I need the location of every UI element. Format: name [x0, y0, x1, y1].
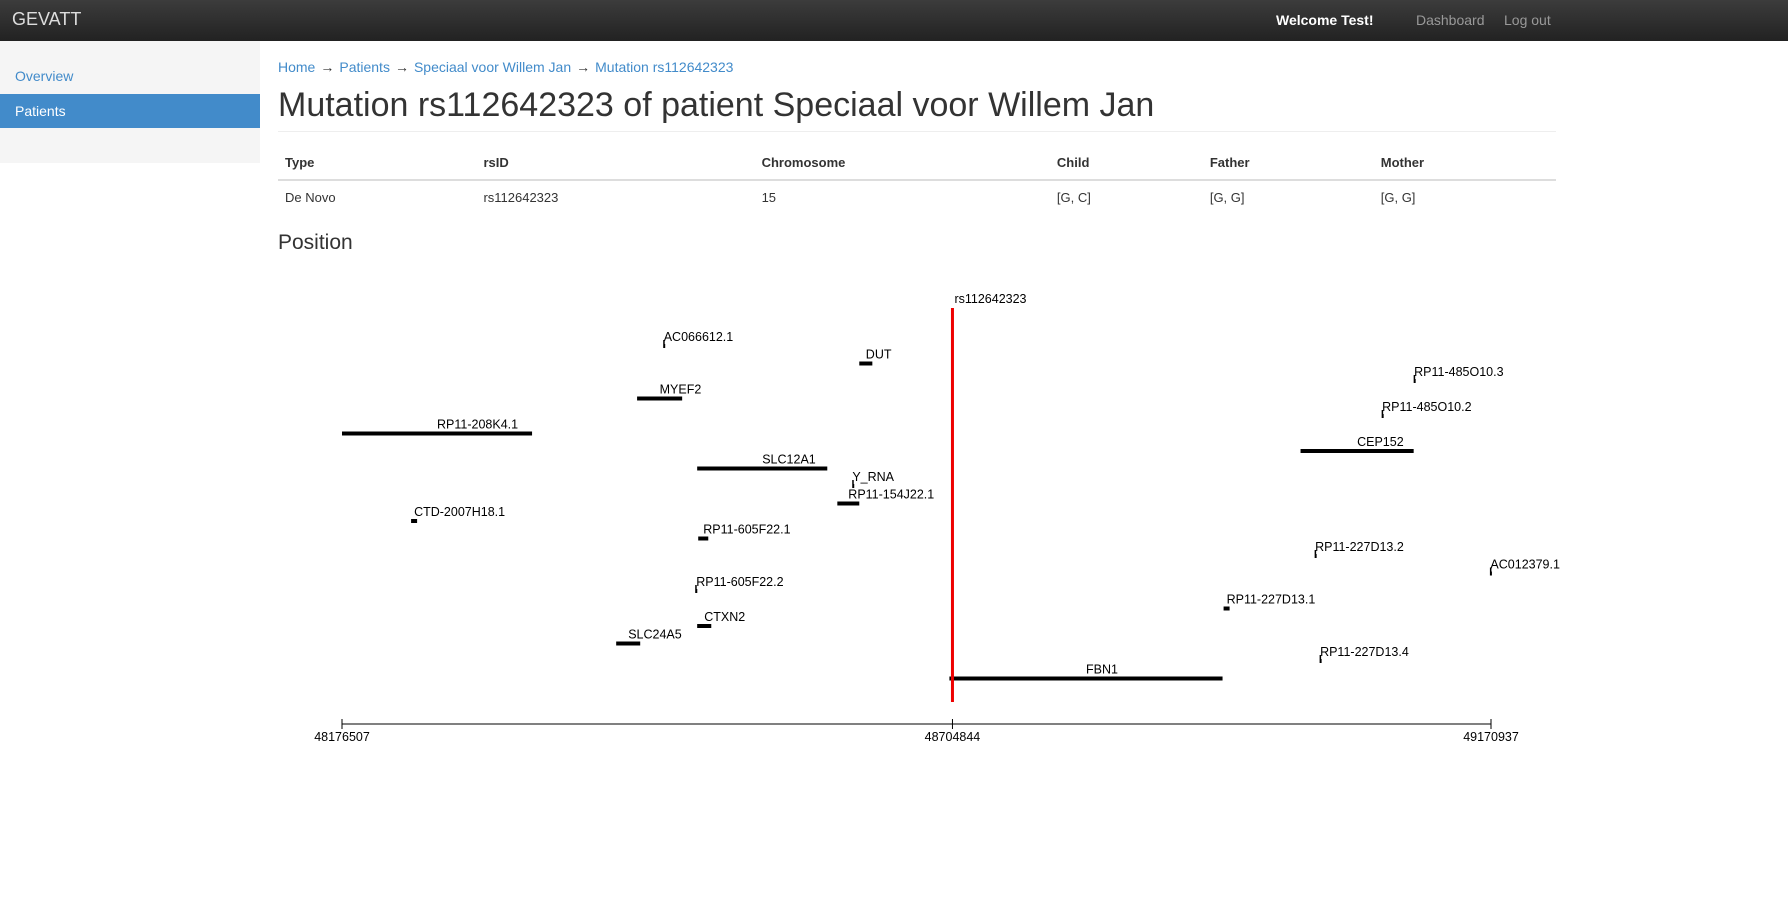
sidebar: Overview Patients — [0, 41, 260, 163]
gene-bar — [1489, 571, 1492, 576]
mutation-label: rs112642323 — [954, 292, 1026, 306]
gene-bar — [663, 344, 666, 348]
column-header: Child — [1049, 147, 1203, 181]
breadcrumb-link[interactable]: Speciaal voor Willem Jan — [413, 59, 572, 75]
gene-label: MYEF2 — [660, 383, 702, 397]
table-cell: [G, G] — [1380, 190, 1416, 205]
table-cell: rs112642323 — [483, 190, 559, 205]
column-header: Type — [278, 147, 477, 181]
gene-label: Y_RNA — [852, 470, 894, 484]
axis-tick-label: 48704844 — [925, 730, 981, 744]
gene-bar — [1381, 414, 1384, 418]
gene-label: FBN1 — [1086, 663, 1118, 677]
breadcrumb: Home → Patients → Speciaal voor Willem Jan → M… — [278, 59, 733, 75]
mutation-table: Type rsID Chromosome Child Father Mother De No… — [278, 147, 1556, 214]
breadcrumb-link[interactable]: Patients — [339, 59, 390, 75]
gene-bar — [1314, 554, 1317, 558]
gene-bar — [949, 676, 1223, 681]
table-cell: [G, G] — [1209, 190, 1245, 205]
column-header: rsID — [476, 147, 755, 181]
welcome-text: Welcome Test! — [1276, 12, 1374, 28]
table-cell: 15 — [761, 190, 777, 205]
brand[interactable]: GEVATT — [12, 9, 82, 29]
gene-bar — [697, 466, 828, 471]
gene-label: SLC24A5 — [628, 628, 682, 642]
axis-tick-label: 49170937 — [1463, 730, 1519, 744]
gene-bar — [859, 361, 873, 366]
breadcrumb-separator: → — [576, 59, 591, 75]
gene-tick — [695, 585, 697, 589]
gene-plot: 48176507 48704844 49170937 AC066612.1 DUT RP1… — [314, 292, 1560, 744]
column-header: Father — [1202, 147, 1374, 181]
sidebar-item[interactable]: Patients — [0, 94, 260, 128]
gene-label: CEP152 — [1357, 435, 1404, 449]
table-cell: De Novo — [285, 190, 336, 205]
gene-label: AC066612.1 — [664, 330, 734, 344]
gene-bar — [697, 624, 712, 628]
gene-bar — [1300, 449, 1414, 453]
breadcrumb-separator: → — [394, 59, 409, 75]
gene-tick — [852, 480, 854, 484]
gene-bar — [411, 519, 418, 523]
gene-label: RP11-605F22.1 — [703, 523, 790, 537]
gene-label: RP11-154J22.1 — [848, 488, 934, 502]
nav-link[interactable]: Dashboard — [1416, 12, 1485, 28]
gene-label: CTD-2007H18.1 — [414, 505, 505, 519]
gene-label: RP11-485O10.3 — [1414, 365, 1503, 379]
gene-bar — [1223, 606, 1230, 611]
gene-label: SLC12A1 — [762, 453, 816, 467]
table-cell: [G, C] — [1056, 190, 1091, 205]
navbar: GEVATT Welcome Test! Dashboard Log out — [0, 0, 1788, 41]
gene-label: RP11-227D13.4 — [1320, 645, 1409, 659]
gene-bar — [1319, 659, 1322, 663]
gene-bar — [695, 589, 698, 593]
gene-tick — [1381, 410, 1384, 414]
gene-bar — [342, 431, 533, 436]
gene-label: CTXN2 — [704, 610, 745, 624]
gene-tick — [1489, 567, 1492, 572]
nav-link[interactable]: Log out — [1504, 12, 1551, 28]
sidebar-item[interactable]: Overview — [15, 68, 74, 84]
axis-tick-label: 48176507 — [314, 730, 370, 744]
table-row: De Novo rs112642323 15 [G, C] [G, G] [G, G] — [278, 180, 1556, 214]
gene-bar — [637, 396, 683, 401]
table-body: De Novo rs112642323 15 [G, C] [G, G] [G, G] — [278, 180, 1556, 214]
gene-bar — [852, 484, 855, 488]
divider — [278, 131, 1556, 132]
gene-tick — [1413, 375, 1416, 379]
section-heading: Position — [278, 231, 353, 254]
gene-label: AC012379.1 — [1490, 558, 1560, 572]
breadcrumb-separator: → — [320, 59, 335, 75]
gene-label: RP11-227D13.1 — [1227, 593, 1316, 607]
gene-tick — [1319, 655, 1322, 659]
gene-bar — [698, 536, 709, 541]
gene-label: RP11-208K4.1 — [437, 418, 518, 432]
gene-label: RP11-227D13.2 — [1315, 540, 1404, 554]
gene-tick — [663, 340, 665, 344]
gene-bar — [1413, 379, 1416, 383]
breadcrumb-link[interactable]: Home — [278, 59, 316, 75]
breadcrumb-link[interactable]: Mutation rs112642323 — [595, 59, 734, 75]
page-title: Mutation rs112642323 of patient Speciaal… — [278, 86, 1155, 124]
gene-label: DUT — [866, 348, 892, 362]
gene-bar — [837, 501, 860, 506]
gene-tick — [1314, 550, 1317, 554]
header-row: Type rsID Chromosome Child Father Mother — [278, 147, 1556, 181]
gene-label: RP11-605F22.2 — [696, 575, 783, 589]
column-header: Chromosome — [754, 147, 1050, 181]
column-header: Mother — [1373, 147, 1556, 181]
gene-label: RP11-485O10.2 — [1382, 400, 1471, 414]
gene-bar — [616, 641, 641, 646]
